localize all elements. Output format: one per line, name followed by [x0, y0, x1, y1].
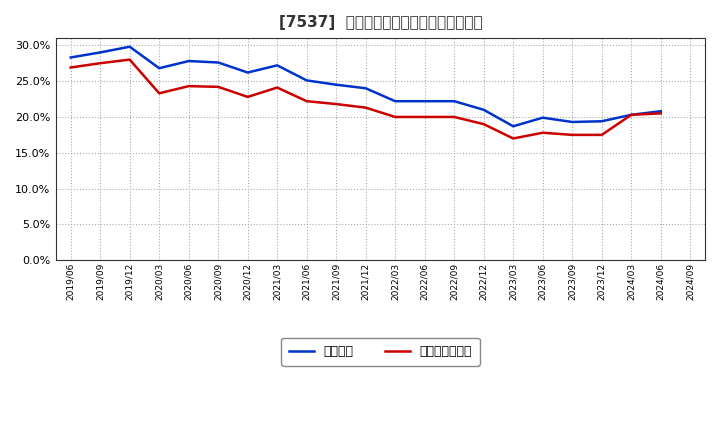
固定比率	[450, 99, 459, 104]
固定比率	[66, 55, 75, 60]
固定比率	[214, 60, 222, 65]
固定比率	[96, 50, 104, 55]
固定比率	[125, 44, 134, 49]
固定比率	[420, 99, 429, 104]
固定長期適合率	[125, 57, 134, 62]
固定比率	[273, 63, 282, 68]
固定長期適合率	[155, 91, 163, 96]
固定比率	[539, 115, 547, 120]
固定比率	[243, 70, 252, 75]
固定長期適合率	[302, 99, 311, 104]
固定比率	[598, 119, 606, 124]
固定比率	[302, 78, 311, 83]
固定長期適合率	[627, 112, 636, 117]
Legend: 固定比率, 固定長期適合率: 固定比率, 固定長期適合率	[281, 337, 480, 366]
固定比率	[332, 82, 341, 88]
固定長期適合率	[509, 136, 518, 141]
固定比率	[361, 86, 370, 91]
固定長期適合率	[568, 132, 577, 138]
固定比率	[657, 109, 665, 114]
固定長期適合率	[66, 65, 75, 70]
Line: 固定長期適合率: 固定長期適合率	[71, 59, 661, 139]
固定長期適合率	[420, 114, 429, 120]
固定比率	[627, 112, 636, 117]
固定長期適合率	[391, 114, 400, 120]
固定比率	[568, 119, 577, 125]
固定長期適合率	[273, 85, 282, 90]
固定長期適合率	[96, 61, 104, 66]
固定比率	[391, 99, 400, 104]
固定長期適合率	[214, 84, 222, 89]
固定長期適合率	[657, 111, 665, 116]
固定長期適合率	[184, 84, 193, 89]
固定長期適合率	[243, 94, 252, 99]
固定長期適合率	[598, 132, 606, 138]
固定比率	[480, 107, 488, 113]
固定比率	[184, 59, 193, 64]
Line: 固定比率: 固定比率	[71, 47, 661, 126]
固定長期適合率	[332, 102, 341, 107]
Title: [7537]  固定比率、固定長期適合率の推移: [7537] 固定比率、固定長期適合率の推移	[279, 15, 482, 30]
固定長期適合率	[480, 121, 488, 127]
固定長期適合率	[539, 130, 547, 136]
固定長期適合率	[450, 114, 459, 120]
固定比率	[155, 66, 163, 71]
固定長期適合率	[361, 105, 370, 110]
固定比率	[509, 124, 518, 129]
